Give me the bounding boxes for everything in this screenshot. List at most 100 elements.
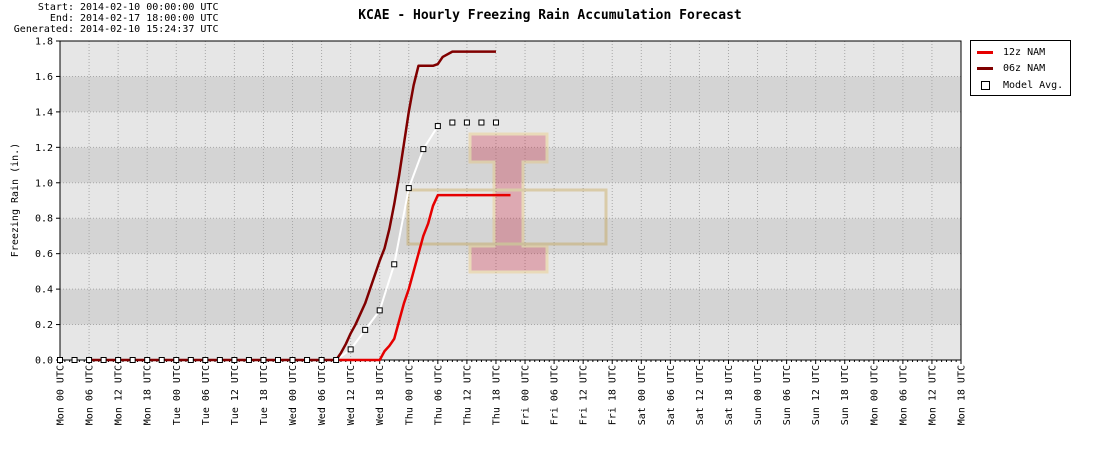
x-tick-label: Sat 12 UTC <box>695 365 706 425</box>
y-tick-label: 0.4 <box>35 285 53 296</box>
model-avg-marker <box>492 119 499 126</box>
x-tick-label: Wed 12 UTC <box>346 365 357 425</box>
x-tick-label: Thu 18 UTC <box>491 365 502 425</box>
model-avg-marker <box>434 123 441 130</box>
model-avg-marker <box>216 357 223 363</box>
x-tick-label: Thu 00 UTC <box>404 365 415 425</box>
start-value: 2014-02-10 00:00:00 UTC <box>80 2 219 13</box>
model-avg-marker <box>347 346 354 353</box>
start-label: Start: <box>37 2 74 13</box>
model-avg-marker <box>144 357 151 363</box>
x-tick-label: Wed 00 UTC <box>288 365 299 425</box>
plot-background-bands <box>60 41 961 360</box>
x-tick-label: Tue 12 UTC <box>230 365 241 425</box>
model-avg-marker <box>449 119 456 126</box>
x-tick-label: Tue 00 UTC <box>172 365 183 425</box>
model-avg-marker <box>260 357 267 363</box>
chart-legend: 12z NAM 06z NAM Model Avg. <box>970 40 1071 96</box>
y-tick-label: 1.8 <box>35 37 53 48</box>
isu-watermark-logo <box>406 132 608 274</box>
x-tick-labels: Mon 00 UTC Mon 06 UTC Mon 12 UTC Mon 18 UTC… <box>56 365 968 425</box>
y-tick-label: 1.0 <box>35 178 53 189</box>
end-value: 2014-02-17 18:00:00 UTC <box>80 13 219 24</box>
model-avg-marker <box>100 357 107 363</box>
model-avg-marker <box>318 357 325 363</box>
model-avg-marker <box>289 357 296 363</box>
x-tick-label: Mon 18 UTC <box>143 365 154 425</box>
y-tick-labels: 0.0 0.2 0.4 0.6 0.8 1.0 1.2 1.4 1.6 1.8 <box>35 37 60 367</box>
model-avg-marker <box>86 357 93 363</box>
model-avg-marker <box>202 357 209 363</box>
legend-swatch-06z-nam <box>977 66 993 70</box>
model-avg-marker <box>158 357 165 363</box>
generated-value: 2014-02-10 15:24:37 UTC <box>80 24 219 35</box>
generated-row: Generated: 2014-02-10 15:24:37 UTC <box>0 24 219 35</box>
chart-title: KCAE - Hourly Freezing Rain Accumulation… <box>358 8 742 23</box>
legend-swatch-12z-nam <box>977 50 993 54</box>
x-tick-label: Wed 18 UTC <box>375 365 386 425</box>
nam-06z-line <box>89 50 496 362</box>
background-band <box>60 218 961 254</box>
model-avg-marker <box>173 357 180 363</box>
x-tick-label: Mon 18 UTC <box>957 365 968 425</box>
x-tick-label: Fri 12 UTC <box>579 365 590 425</box>
model-avg-marker <box>129 357 136 363</box>
legend-item-model-avg: Model Avg. <box>977 78 1063 92</box>
background-band <box>60 111 961 148</box>
legend-item-12z-nam: 12z NAM <box>977 45 1045 59</box>
x-tick-label: Thu 12 UTC <box>462 365 473 425</box>
data-series <box>57 50 511 363</box>
y-axis-label: Freezing Rain (in.) <box>10 143 21 257</box>
model-avg-marker <box>376 307 383 314</box>
y-tick-label: 0.2 <box>35 320 53 331</box>
model-avg-marker <box>57 357 63 363</box>
model-avg-marker <box>187 357 194 363</box>
background-band <box>60 324 961 360</box>
model-avg-marker <box>115 357 122 363</box>
x-tick-label: Sat 18 UTC <box>724 365 735 425</box>
model-avg-marker <box>478 119 485 126</box>
x-tick-label: Sat 06 UTC <box>666 365 677 425</box>
x-tick-label: Mon 12 UTC <box>114 365 125 425</box>
forecast-metadata: Start: 2014-02-10 00:00:00 UTC End: 2014… <box>0 2 219 35</box>
y-tick-label: 0.0 <box>35 356 53 367</box>
model-avg-marker <box>463 119 470 126</box>
legend-item-06z-nam: 06z NAM <box>977 61 1045 75</box>
legend-label-06z-nam: 06z NAM <box>1003 62 1046 74</box>
x-tick-label: Fri 06 UTC <box>550 365 561 425</box>
background-band <box>60 147 961 183</box>
background-band <box>60 41 961 77</box>
x-tick-label: Fri 18 UTC <box>608 365 619 425</box>
x-tick-label: Sun 12 UTC <box>811 365 822 425</box>
x-tick-label: Sat 00 UTC <box>637 365 648 425</box>
generated-label: Generated: <box>13 24 74 35</box>
x-tick-label: Mon 12 UTC <box>927 365 938 425</box>
x-tick-label: Sun 18 UTC <box>840 365 851 425</box>
model-avg-marker <box>245 357 252 363</box>
background-band <box>60 253 961 290</box>
model-avg-marker <box>405 185 412 192</box>
x-tick-label: Wed 06 UTC <box>317 365 328 425</box>
model-avg-marker <box>304 357 311 363</box>
x-tick-label: Thu 06 UTC <box>433 365 444 425</box>
model-avg-marker <box>391 261 398 268</box>
legend-marker-model-avg <box>981 80 990 90</box>
model-avg-marker <box>420 146 427 153</box>
model-avg-marker <box>274 357 281 363</box>
start-row: Start: 2014-02-10 00:00:00 UTC <box>0 2 219 13</box>
model-avg-marker <box>333 357 340 363</box>
y-tick-label: 1.4 <box>35 107 53 118</box>
y-tick-label: 0.6 <box>35 249 53 260</box>
x-tick-label: Tue 06 UTC <box>201 365 212 425</box>
background-band <box>60 76 961 112</box>
x-tick-label: Mon 00 UTC <box>56 365 67 425</box>
end-row: End: 2014-02-17 18:00:00 UTC <box>0 13 219 24</box>
model-avg-marker <box>71 357 78 363</box>
x-tick-label: Fri 00 UTC <box>521 365 532 425</box>
x-tick-label: Mon 06 UTC <box>898 365 909 425</box>
x-tick-label: Mon 00 UTC <box>869 365 880 425</box>
model-avg-line <box>335 125 439 361</box>
x-tick-label: Tue 18 UTC <box>259 365 270 425</box>
watermark-letter-i <box>468 132 549 274</box>
